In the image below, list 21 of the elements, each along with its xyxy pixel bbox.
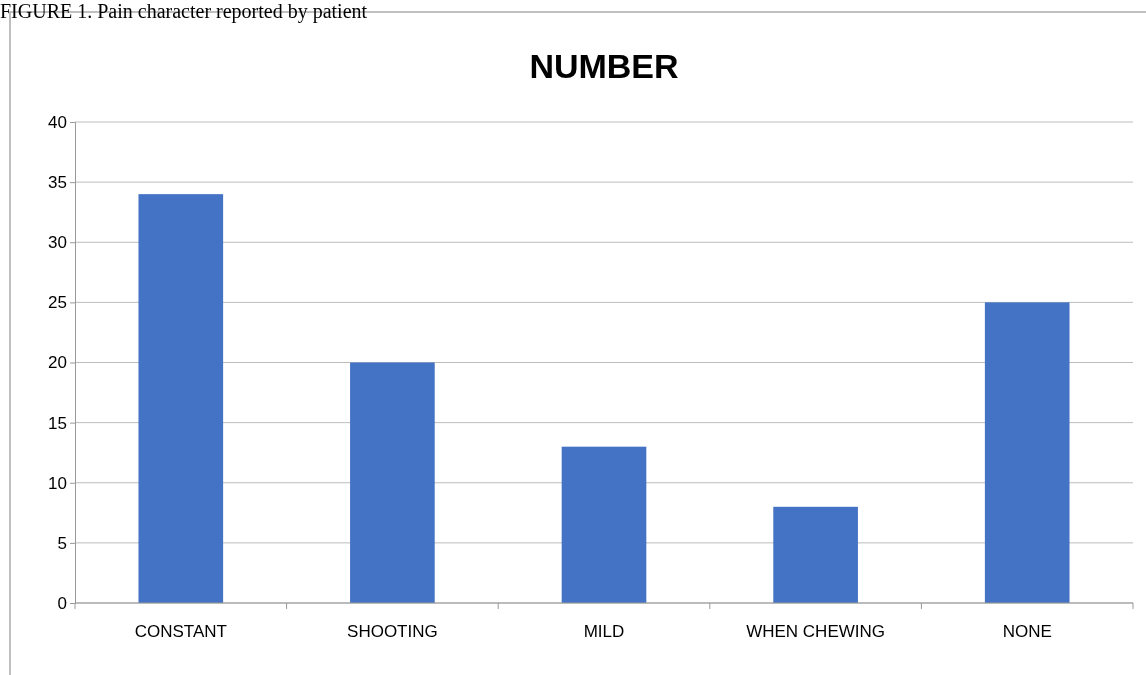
y-tick-label: 15 (48, 413, 67, 433)
bar (350, 362, 435, 603)
x-tick-label: CONSTANT (134, 622, 227, 641)
bar (138, 194, 224, 603)
y-tick-label: 35 (48, 173, 67, 193)
y-tick-label: 0 (57, 593, 67, 613)
y-tick-label: 10 (48, 473, 67, 493)
y-tick-label: 25 (48, 293, 67, 313)
y-tick-label: 20 (48, 353, 67, 373)
y-tick-label: 30 (48, 233, 67, 253)
bar (984, 302, 1070, 603)
caption: FIGURE 1. Pain character reported by patient (0, 0, 368, 23)
x-tick-label: SHOOTING (347, 622, 438, 641)
bar (773, 506, 858, 603)
x-tick-label: MILD (583, 622, 625, 641)
x-tick-label: NONE (1002, 622, 1052, 641)
chart-title: NUMBER (529, 47, 679, 85)
y-tick-label: 40 (48, 112, 67, 132)
x-tick-label: WHEN CHEWING (746, 622, 886, 641)
y-tick-label: 5 (57, 533, 67, 553)
bar (561, 446, 647, 603)
